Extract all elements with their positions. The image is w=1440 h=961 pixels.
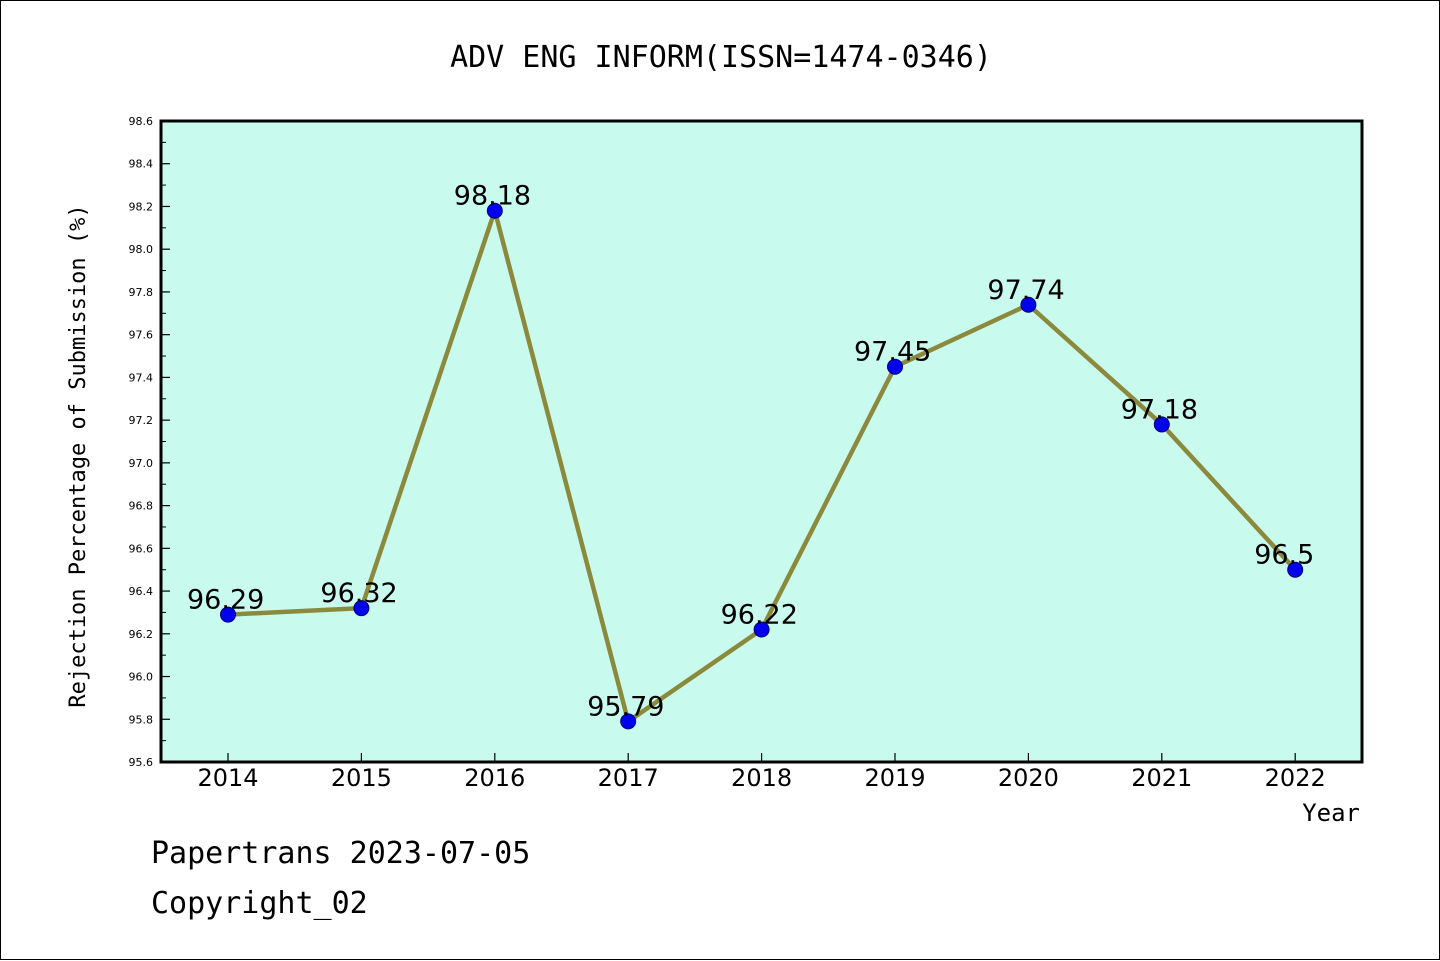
data-point	[887, 358, 903, 375]
x-tick-label: 2017	[598, 764, 659, 792]
y-tick-label: 98.2	[129, 200, 154, 213]
y-tick-label: 97.4	[129, 371, 154, 384]
x-tick-label: 2019	[864, 764, 925, 792]
footer-date-text: Papertrans 2023-07-05	[151, 836, 531, 871]
data-point	[353, 600, 370, 617]
y-tick-label: 98.4	[129, 158, 154, 171]
data-labels: 96.29 96.32 98.18 95.79 96.22 97.45 97.74 97.18…	[187, 181, 1314, 723]
y-tick-label: 98.6	[129, 115, 154, 128]
x-tick-label: 2022	[1265, 764, 1326, 792]
data-label: 98.18	[454, 181, 531, 212]
data-label: 97.45	[854, 337, 931, 368]
y-tick-label: 95.8	[129, 713, 154, 726]
data-point	[1020, 296, 1037, 313]
y-tick-label: 97.6	[129, 329, 154, 342]
data-label: 97.74	[987, 275, 1064, 306]
x-tick-label: 2015	[331, 764, 392, 792]
x-axis: 2014 2015 2016 2017 2018 2019 2020 2021 2022	[197, 753, 1326, 792]
data-label: 96.22	[721, 600, 798, 631]
data-point	[1287, 561, 1304, 578]
data-label: 96.29	[187, 585, 264, 616]
data-label: 96.5	[1254, 540, 1314, 571]
y-tick-label: 96.2	[129, 628, 154, 641]
x-axis-label: Year	[1302, 799, 1360, 827]
y-tick-label: 96.8	[129, 500, 154, 513]
data-label: 96.32	[320, 578, 397, 609]
data-point	[220, 606, 236, 623]
data-label: 97.18	[1121, 394, 1198, 425]
y-axis-label: Rejection Percentage of Submission (%)	[66, 204, 91, 707]
y-tick-label: 97.0	[129, 457, 154, 470]
plot-area	[159, 119, 1364, 764]
y-tick-label: 97.2	[129, 414, 154, 427]
y-tick-label: 97.8	[129, 286, 154, 299]
data-point	[1153, 416, 1170, 433]
y-tick-label: 98.0	[129, 243, 154, 256]
data-label: 95.79	[587, 691, 664, 722]
footer-copyright-text: Copyright_02	[151, 886, 368, 921]
y-tick-label: 95.6	[129, 756, 154, 769]
data-point	[486, 202, 503, 219]
y-axis: 95.6 95.8 96.0 96.2 96.4 96.6 96.8 97.0 97.2 97.4…	[129, 115, 170, 769]
y-tick-label: 96.4	[129, 585, 154, 598]
x-tick-label: 2020	[998, 764, 1059, 792]
x-tick-label: 2018	[731, 764, 792, 792]
series	[220, 202, 1304, 730]
x-tick-label: 2021	[1131, 764, 1192, 792]
data-point	[753, 621, 770, 638]
x-tick-label: 2016	[464, 764, 525, 792]
x-tick-label: 2014	[197, 764, 258, 792]
y-tick-label: 96.6	[129, 542, 154, 555]
y-tick-label: 96.0	[129, 671, 154, 684]
data-point	[620, 713, 637, 730]
chart-title: ADV ENG INFORM(ISSN=1474-0346)	[450, 40, 992, 75]
